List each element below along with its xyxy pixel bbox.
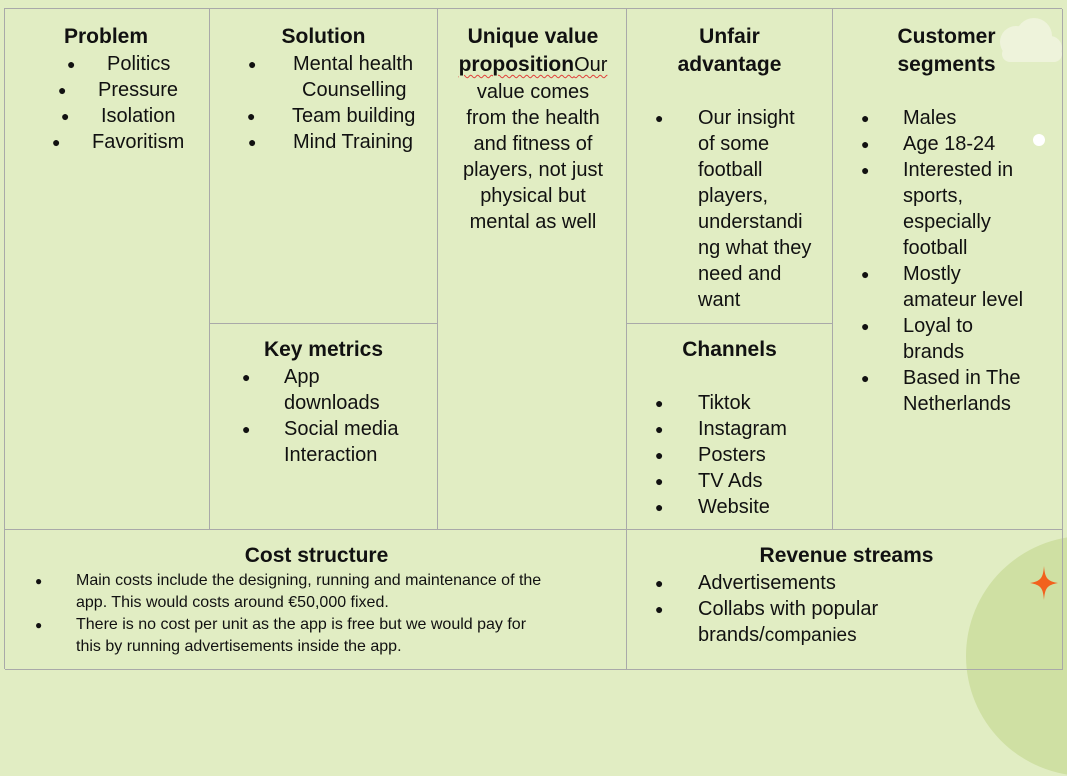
list-item-line: understandi bbox=[698, 211, 803, 233]
key-metrics-title: Key metrics bbox=[263, 338, 384, 361]
list-item-line: this by running advertisements inside th… bbox=[76, 638, 402, 655]
customer-segments-title: Customer segments bbox=[833, 23, 1062, 79]
list-item-line: Our insight bbox=[698, 107, 795, 129]
list-item-line: Interested in bbox=[903, 159, 1014, 181]
list-item: Tiktok bbox=[655, 390, 832, 416]
revenue-streams-list: Advertisements Collabs with popular bran… bbox=[627, 570, 1062, 649]
list-item: Social media Interaction bbox=[242, 416, 427, 468]
list-item-line: Netherlands bbox=[903, 393, 1011, 415]
uvp-body-line: and fitness of bbox=[473, 133, 593, 155]
list-item-line: Mental health bbox=[293, 53, 414, 75]
revenue-streams-title: Revenue streams bbox=[759, 544, 934, 567]
list-item-line: Loyal to bbox=[903, 315, 974, 337]
solution-list: Mental health Counselling Team building … bbox=[210, 51, 437, 155]
uvp-title-line2: propositionOur bbox=[450, 51, 616, 79]
list-item: Mental health Counselling bbox=[248, 51, 427, 103]
list-item-line: Main costs include the designing, runnin… bbox=[76, 572, 542, 589]
list-item-line: companies bbox=[764, 625, 857, 646]
uvp-title-bold: proposition bbox=[458, 53, 575, 76]
cost-structure-title: Cost structure bbox=[244, 544, 389, 567]
list-item: Age 18-24 bbox=[861, 131, 1052, 157]
uvp-title-rest: Our bbox=[574, 54, 608, 76]
segments-title-line1: Customer bbox=[897, 25, 996, 48]
list-item-line: Counselling bbox=[302, 79, 407, 101]
list-item-line: Interaction bbox=[284, 444, 378, 466]
uvp-title-line1: Unique value bbox=[467, 25, 599, 48]
list-item-line: players, bbox=[698, 185, 769, 207]
list-item: Politics bbox=[67, 51, 199, 77]
revenue-streams-cell: Revenue streams Advertisements Collabs w… bbox=[627, 530, 1063, 670]
customer-segments-cell: Customer segments Males Age 18-24 Intere… bbox=[833, 9, 1063, 530]
unfair-advantage-cell: Unfair advantage Our insight of some foo… bbox=[627, 9, 833, 324]
problem-title: Problem bbox=[63, 25, 149, 48]
list-item: TV Ads bbox=[655, 468, 832, 494]
list-item-line: football bbox=[903, 237, 968, 259]
unfair-advantage-title: Unfair advantage bbox=[627, 23, 832, 79]
list-item: Instagram bbox=[655, 416, 832, 442]
list-item: Collabs with popular brands/companies bbox=[655, 596, 1048, 649]
uvp-block: Unique value propositionOur value comes … bbox=[438, 23, 626, 235]
list-item: Loyal to brands bbox=[861, 313, 1052, 365]
lean-canvas-grid: Problem Politics Pressure Isolation Favo… bbox=[4, 8, 1063, 670]
list-item: Team building bbox=[247, 103, 427, 129]
list-item-line: brands bbox=[903, 341, 965, 363]
list-item: Interested in sports, especially footbal… bbox=[861, 157, 1052, 261]
key-metrics-list: App downloads Social media Interaction bbox=[210, 364, 437, 468]
uvp-body-line: value comes bbox=[476, 81, 590, 103]
list-item-line: of some bbox=[698, 133, 770, 155]
channels-list: Tiktok Instagram Posters TV Ads Website bbox=[627, 390, 832, 520]
list-item-line: downloads bbox=[284, 392, 380, 414]
list-item-line: app. This would costs around €50,000 fix… bbox=[76, 594, 389, 611]
unfair-title-line1: Unfair bbox=[699, 25, 760, 48]
problem-list: Politics Pressure Isolation Favoritism bbox=[5, 51, 209, 155]
list-item: Website bbox=[655, 494, 832, 520]
list-item-line: need and bbox=[698, 263, 782, 285]
list-item-line: sports, bbox=[903, 185, 964, 207]
list-item-line: brands/ bbox=[698, 624, 765, 646]
list-item: Pressure bbox=[58, 77, 190, 103]
list-item: App downloads bbox=[242, 364, 427, 416]
list-item-line: want bbox=[698, 289, 741, 311]
list-item-line: amateur level bbox=[903, 289, 1024, 311]
problem-cell: Problem Politics Pressure Isolation Favo… bbox=[5, 9, 210, 530]
list-item-line: Collabs with popular bbox=[698, 598, 879, 620]
cost-structure-list: Main costs include the designing, runnin… bbox=[5, 570, 626, 658]
unique-value-proposition-cell: Unique value propositionOur value comes … bbox=[438, 9, 627, 530]
list-item: Isolation bbox=[61, 103, 193, 129]
list-item-line: ng what they bbox=[698, 237, 812, 259]
uvp-body-line: players, not just bbox=[462, 159, 604, 181]
list-item-line: Social media bbox=[284, 418, 399, 440]
uvp-body-line: from the health bbox=[466, 107, 600, 129]
segments-title-line2: segments bbox=[897, 53, 996, 76]
list-item-line: football bbox=[698, 159, 763, 181]
list-item: Based in The Netherlands bbox=[861, 365, 1052, 417]
cost-structure-cell: Cost structure Main costs include the de… bbox=[5, 530, 627, 670]
list-item: Mind Training bbox=[248, 129, 427, 155]
list-item: Males bbox=[861, 105, 1052, 131]
list-item-line: App bbox=[284, 366, 320, 388]
list-item-line: Mostly bbox=[903, 263, 961, 285]
uvp-body-line: mental as well bbox=[469, 211, 597, 233]
uvp-body-line: physical but bbox=[480, 185, 586, 207]
list-item-line: Based in The bbox=[903, 367, 1021, 389]
unfair-advantage-list: Our insight of some football players, un… bbox=[627, 105, 832, 313]
list-item: Main costs include the designing, runnin… bbox=[35, 570, 612, 614]
channels-title: Channels bbox=[682, 338, 777, 361]
list-item: There is no cost per unit as the app is … bbox=[35, 614, 612, 658]
list-item-line: There is no cost per unit as the app is … bbox=[76, 616, 527, 633]
list-item: Favoritism bbox=[52, 129, 184, 155]
customer-segments-list: Males Age 18-24 Interested in sports, es… bbox=[833, 105, 1062, 417]
channels-cell: Channels Tiktok Instagram Posters TV Ads… bbox=[627, 324, 833, 530]
list-item: Advertisements bbox=[655, 570, 1048, 596]
list-item: Posters bbox=[655, 442, 832, 468]
solution-title: Solution bbox=[281, 25, 366, 48]
list-item: Our insight of some football players, un… bbox=[655, 105, 824, 313]
unfair-title-line2: advantage bbox=[677, 53, 782, 76]
list-item: Mostly amateur level bbox=[861, 261, 1052, 313]
key-metrics-cell: Key metrics App downloads Social media I… bbox=[210, 324, 438, 530]
solution-cell: Solution Mental health Counselling Team … bbox=[210, 9, 438, 324]
list-item-line: especially bbox=[903, 211, 991, 233]
